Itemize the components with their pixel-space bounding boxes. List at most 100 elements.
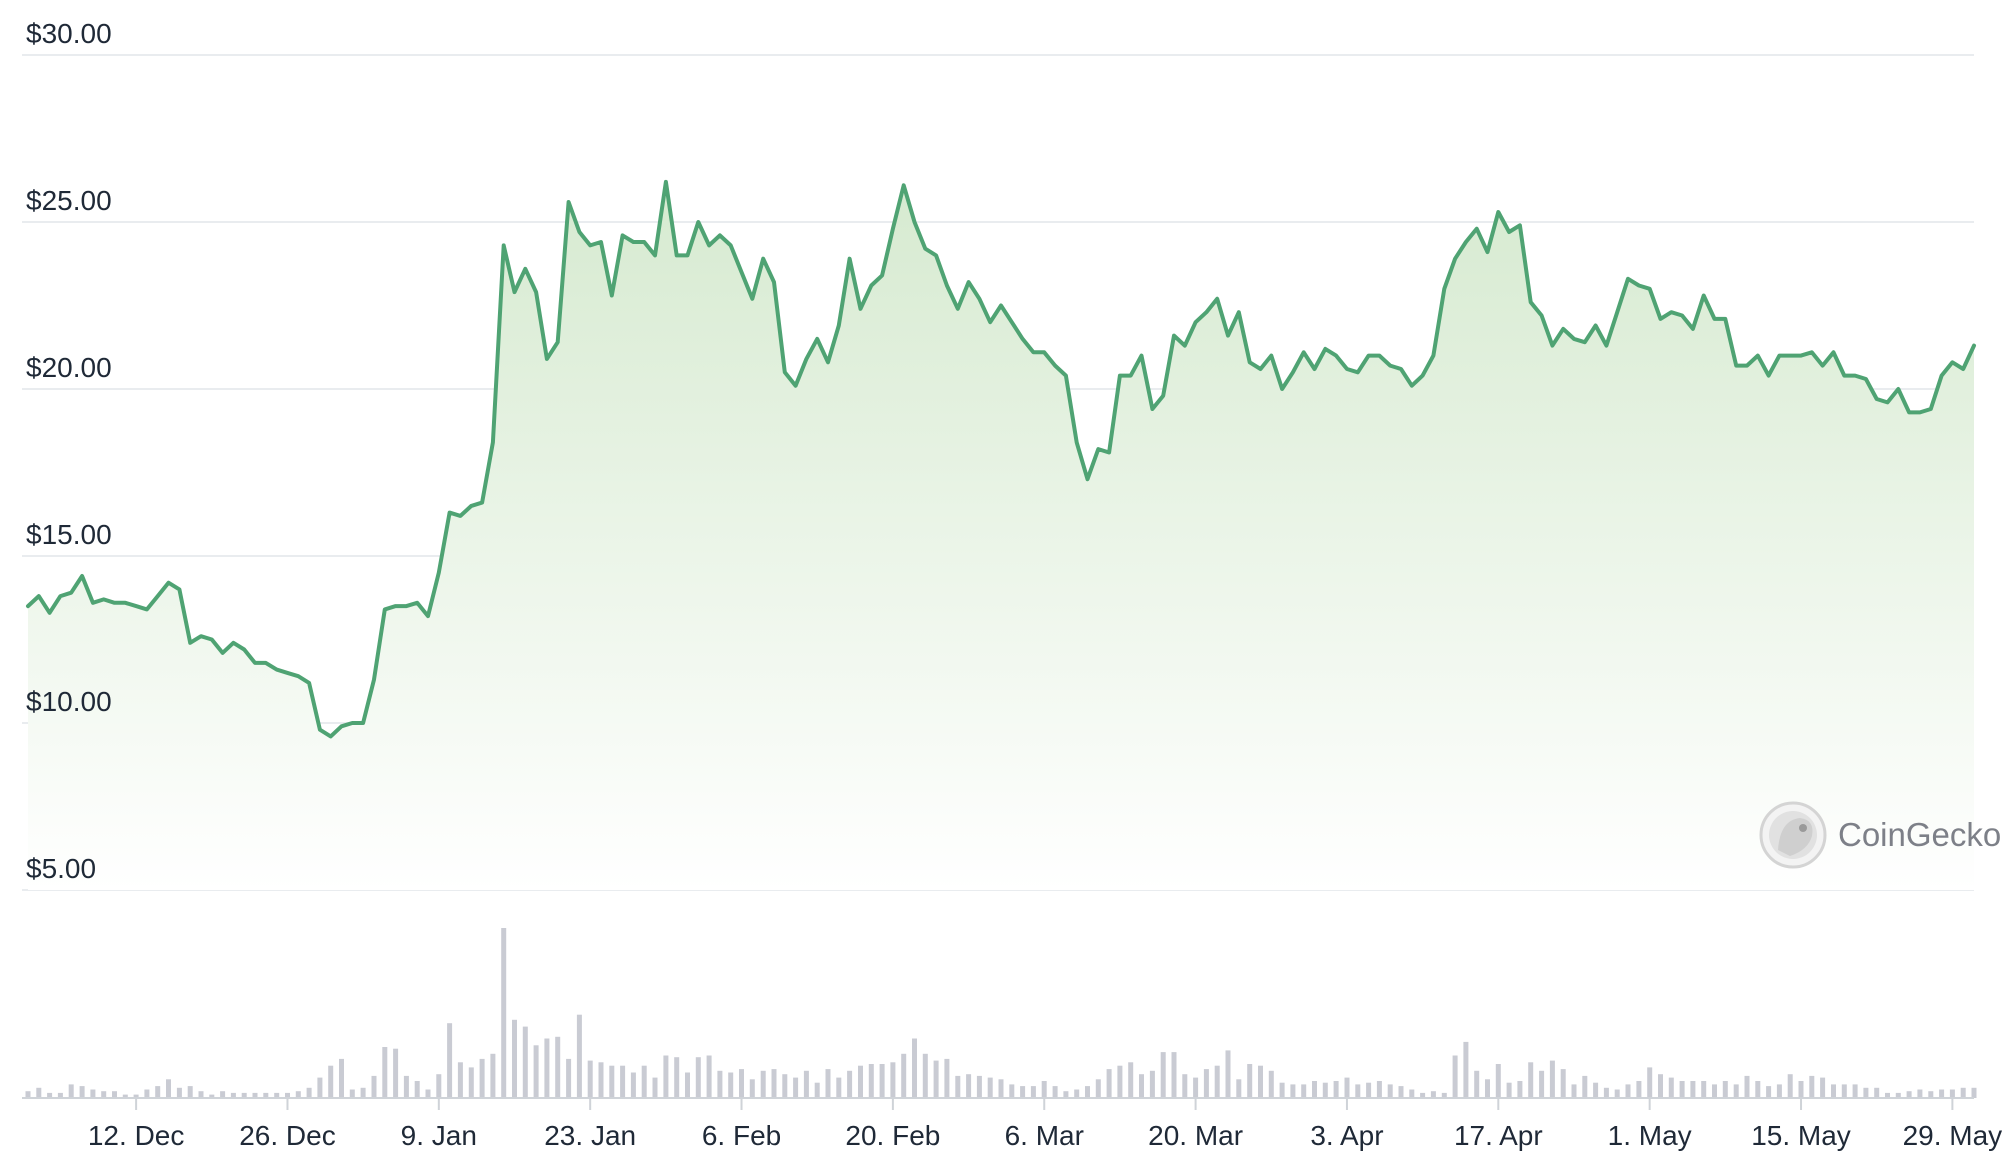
volume-bar [1560, 1069, 1566, 1098]
volume-bar [566, 1058, 572, 1098]
volume-bar [1322, 1082, 1328, 1098]
volume-bar [1582, 1075, 1588, 1098]
coingecko-watermark: CoinGecko [1759, 801, 2001, 869]
volume-bar [1117, 1065, 1123, 1098]
volume-bar [1712, 1084, 1717, 1098]
volume-bar [468, 1067, 474, 1098]
volume-bar [1366, 1082, 1372, 1098]
volume-bar [1030, 1086, 1036, 1098]
volume-bar [1009, 1084, 1015, 1098]
volume-bar [1636, 1081, 1642, 1098]
volume-bar [533, 1045, 539, 1098]
volume-bar [349, 1089, 355, 1098]
volume-bar [1809, 1075, 1815, 1098]
volume-bar [1852, 1084, 1858, 1098]
volume-bar [274, 1092, 280, 1098]
volume-bar [1139, 1074, 1144, 1098]
y-tick-label: $25.00 [26, 185, 112, 216]
gecko-logo-icon [1759, 801, 1827, 869]
volume-bar [1128, 1062, 1134, 1098]
volume-bar [1398, 1086, 1404, 1098]
volume-bar [1517, 1081, 1523, 1098]
volume-bar [1430, 1091, 1436, 1098]
volume-bar [1387, 1084, 1393, 1098]
volume-bar [1041, 1081, 1047, 1098]
volume-bar [447, 1023, 453, 1098]
volume-bar [1939, 1089, 1945, 1098]
x-tick-label: 9. Jan [401, 1120, 477, 1151]
volume-bar [728, 1072, 734, 1098]
volume-bar [771, 1069, 777, 1098]
volume-bar [966, 1074, 972, 1098]
volume-bar [1344, 1077, 1350, 1098]
volume-bar [576, 1014, 582, 1098]
volume-bar [1452, 1055, 1458, 1098]
volume-bar [1095, 1079, 1101, 1098]
volume-bar [1528, 1062, 1534, 1098]
x-tick-label: 17. Apr [1454, 1120, 1543, 1151]
volume-bar [609, 1065, 615, 1098]
volume-bar [1928, 1091, 1934, 1098]
volume-bar [1895, 1092, 1901, 1098]
price-series-line[interactable] [26, 179, 1976, 739]
volume-bar [1755, 1081, 1761, 1098]
volume-bar [1971, 1087, 1977, 1098]
volume-bar [1225, 1050, 1231, 1098]
volume-bar [955, 1075, 961, 1098]
volume-bar [998, 1079, 1004, 1098]
volume-bar [285, 1092, 290, 1098]
volume-bar [414, 1081, 420, 1098]
volume-bar [47, 1092, 53, 1098]
x-tick-label: 6. Feb [702, 1120, 781, 1151]
volume-bar [544, 1038, 550, 1098]
volume-bar [1279, 1082, 1285, 1098]
x-tick-label: 23. Jan [544, 1120, 636, 1151]
price-line[interactable] [26, 179, 1976, 739]
volume-bar [295, 1091, 301, 1098]
volume-bar [706, 1055, 712, 1098]
volume-bar [187, 1086, 193, 1098]
volume-bar [209, 1094, 215, 1098]
volume-bar [987, 1077, 993, 1098]
price-area-fill [28, 181, 1974, 890]
volume-bar [685, 1072, 690, 1098]
volume-bar [630, 1072, 636, 1098]
volume-bar [1106, 1069, 1112, 1098]
volume-bar [1787, 1074, 1793, 1098]
y-tick-label: $10.00 [26, 686, 112, 717]
volume-bar [739, 1069, 744, 1098]
volume-bar [144, 1089, 150, 1098]
x-tick-label: 26. Dec [239, 1120, 336, 1151]
y-tick-label: $20.00 [26, 352, 112, 383]
volume-bar [1495, 1064, 1501, 1098]
volume-bar [241, 1092, 247, 1098]
volume-bar [1463, 1041, 1469, 1098]
volume-bar [1085, 1086, 1090, 1098]
volume-bar [1355, 1084, 1361, 1098]
volume-bar [393, 1048, 399, 1098]
volume-bar [306, 1087, 312, 1098]
volume-bar [90, 1089, 96, 1098]
volume-bar [1949, 1089, 1955, 1098]
volume-bar [1701, 1081, 1707, 1098]
volume-bar [339, 1058, 344, 1098]
volume-bar [360, 1087, 366, 1098]
volume-bar [1420, 1092, 1426, 1098]
volume-bar [479, 1058, 485, 1098]
volume-bars [25, 928, 1977, 1098]
volume-bar [620, 1065, 626, 1098]
volume-bar [101, 1091, 107, 1098]
volume-bar [1474, 1070, 1480, 1098]
volume-bar [901, 1053, 907, 1098]
watermark-text: CoinGecko [1838, 816, 2001, 853]
volume-bar [1409, 1089, 1415, 1098]
y-axis: $5.00 $10.00 $15.00 $20.00 $25.00 $30.00 [26, 18, 112, 884]
volume-bar [371, 1075, 377, 1098]
volume-bar [587, 1060, 593, 1098]
volume-bar [1831, 1084, 1836, 1098]
volume-bar [825, 1069, 831, 1098]
volume-bar [1668, 1077, 1674, 1098]
volume-bar [133, 1094, 139, 1098]
